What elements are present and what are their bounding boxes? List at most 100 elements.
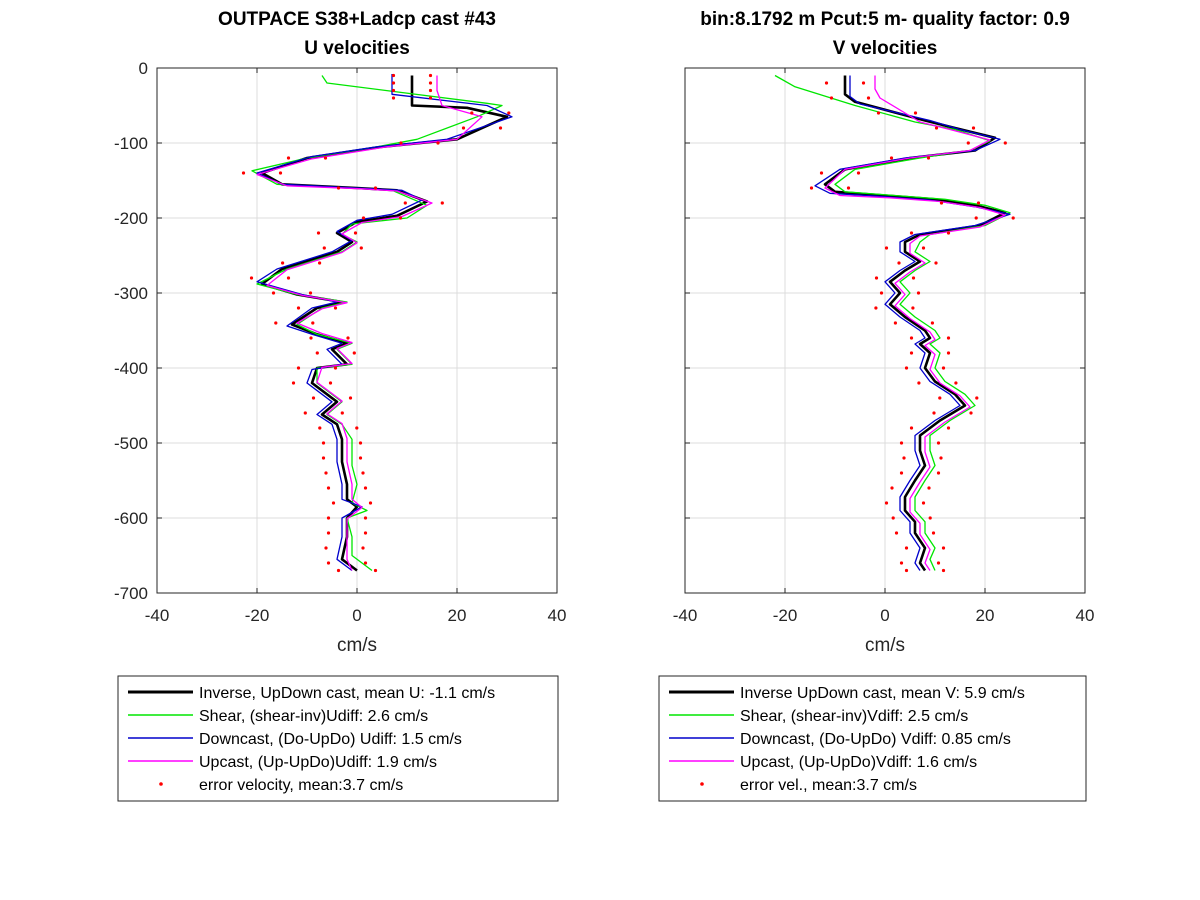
v-error-marker — [946, 351, 951, 355]
u-legend-label-0: Inverse, UpDown cast, mean U: -1.1 cm/s — [199, 685, 495, 702]
v-error-marker — [902, 456, 906, 460]
u-error-marker — [309, 336, 313, 340]
u-x-tick-label: 40 — [548, 606, 567, 625]
u-error-marker — [326, 516, 331, 520]
u-y-tick-label: -100 — [114, 134, 148, 153]
v-error-marker — [928, 516, 932, 520]
u-series-line-3 — [256, 75, 483, 571]
u-error-marker — [321, 441, 326, 445]
v-error-marker — [931, 531, 936, 535]
u-error-marker — [428, 73, 433, 78]
u-error-marker — [361, 546, 365, 550]
v-error-marker — [913, 111, 918, 115]
v-error-marker — [921, 501, 926, 505]
v-legend-label-2: Downcast, (Do-UpDo) Vdiff: 0.85 cm/s — [740, 731, 1011, 748]
u-y-tick-label: -700 — [114, 584, 148, 603]
v-legend-label-4: error vel., mean:3.7 cm/s — [740, 777, 917, 794]
u-error-marker — [308, 291, 313, 295]
u-error-marker — [322, 246, 326, 250]
u-error-marker — [373, 186, 378, 190]
u-error-marker — [274, 321, 278, 325]
u-error-marker — [361, 216, 366, 220]
u-error-marker — [286, 156, 291, 160]
v-error-marker — [904, 568, 909, 573]
v-error-marker — [819, 171, 824, 175]
u-error-marker — [296, 366, 301, 370]
v-error-marker — [941, 568, 946, 573]
u-error-marker — [398, 216, 403, 220]
u-error-marker — [391, 88, 396, 93]
v-error-marker — [939, 456, 943, 460]
u-error-marker — [249, 276, 254, 280]
v-error-marker — [966, 141, 970, 145]
u-error-marker — [352, 351, 356, 355]
v-error-marker — [876, 111, 881, 115]
v-error-marker — [936, 441, 941, 445]
u-y-tick-label: 0 — [139, 59, 148, 78]
u-legend-label-4: error velocity, mean:3.7 cm/s — [199, 777, 403, 794]
v-error-marker — [909, 231, 914, 235]
v-error-marker — [911, 276, 916, 280]
u-velocity-panel: OUTPACE S38+Ladcp cast #43 U velocities … — [114, 9, 567, 802]
u-error-marker — [316, 231, 321, 235]
u-error-marker — [436, 141, 440, 145]
u-error-marker — [461, 126, 466, 130]
v-y-ticks — [685, 67, 1085, 594]
u-error-marker — [303, 411, 307, 415]
u-y-ticks: 0 -100 -200 -300 -400 -500 -600 -700 — [114, 59, 557, 603]
u-legend-label-2: Downcast, (Do-UpDo) Udiff: 1.5 cm/s — [199, 731, 462, 748]
u-error-marker — [278, 171, 283, 175]
v-error-marker — [899, 441, 904, 445]
v-error-marker — [897, 261, 901, 265]
v-error-marker — [930, 321, 935, 325]
u-error-marker — [507, 111, 511, 115]
v-error-marker — [861, 81, 866, 85]
v-error-marker — [946, 231, 951, 235]
v-x-tick-label: -20 — [773, 606, 798, 625]
v-x-tick-label: -40 — [673, 606, 698, 625]
u-panel-subtitle: U velocities — [304, 38, 410, 59]
v-error-marker — [909, 426, 914, 430]
v-panel-subtitle: V velocities — [833, 38, 938, 59]
v-series-layer — [774, 74, 1015, 573]
v-error-marker — [936, 561, 941, 565]
v-error-marker — [975, 396, 979, 400]
v-error-marker — [946, 336, 951, 340]
v-panel-title: bin:8.1792 m Pcut:5 m- quality factor: 0… — [700, 9, 1070, 30]
u-error-marker — [336, 186, 341, 190]
u-error-marker — [333, 306, 338, 310]
u-error-marker — [328, 381, 333, 385]
u-error-marker — [403, 201, 407, 205]
v-error-marker — [941, 546, 946, 550]
u-error-marker — [296, 306, 301, 310]
v-error-marker — [866, 96, 871, 100]
u-error-marker — [498, 126, 503, 130]
u-error-marker — [428, 96, 433, 100]
v-error-marker — [874, 306, 878, 310]
v-x-tick-label: 20 — [976, 606, 995, 625]
v-error-marker — [926, 156, 931, 160]
u-error-marker — [333, 366, 338, 370]
u-error-marker — [355, 426, 359, 430]
u-error-marker — [470, 111, 474, 115]
u-error-marker — [315, 351, 319, 355]
v-error-marker — [946, 426, 951, 430]
u-error-marker — [391, 73, 396, 78]
u-y-tick-label: -600 — [114, 509, 148, 528]
u-error-marker — [336, 568, 341, 573]
u-x-tick-label: -20 — [245, 606, 270, 625]
v-error-marker — [884, 246, 889, 250]
v-error-marker — [934, 126, 939, 130]
v-error-marker — [904, 366, 909, 370]
v-error-marker — [976, 201, 981, 205]
v-legend: Inverse UpDown cast, mean V: 5.9 cm/s She… — [658, 675, 1087, 802]
v-error-marker — [971, 126, 976, 130]
u-panel-title: OUTPACE S38+Ladcp cast #43 — [218, 9, 496, 30]
u-x-tick-label: -40 — [145, 606, 170, 625]
v-error-marker — [911, 306, 915, 310]
u-error-marker — [271, 291, 276, 295]
v-error-marker — [1011, 216, 1015, 220]
u-error-marker — [311, 321, 315, 325]
v-error-marker — [899, 561, 904, 565]
